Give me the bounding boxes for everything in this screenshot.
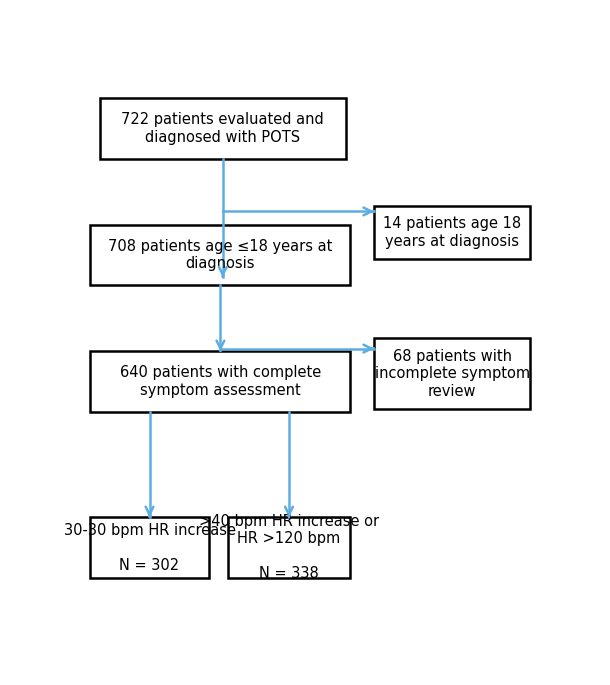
Text: 708 patients age ≤18 years at
diagnosis: 708 patients age ≤18 years at diagnosis <box>108 239 332 271</box>
FancyBboxPatch shape <box>100 98 346 159</box>
Text: 722 patients evaluated and
diagnosed with POTS: 722 patients evaluated and diagnosed wit… <box>121 112 324 145</box>
FancyBboxPatch shape <box>90 351 351 412</box>
Text: 30-30 bpm HR increase

N = 302: 30-30 bpm HR increase N = 302 <box>63 523 235 573</box>
Text: 68 patients with
incomplete symptom
review: 68 patients with incomplete symptom revi… <box>375 349 529 399</box>
FancyBboxPatch shape <box>90 517 209 578</box>
Text: 640 patients with complete
symptom assessment: 640 patients with complete symptom asses… <box>120 365 321 398</box>
FancyBboxPatch shape <box>374 206 530 259</box>
Text: >40 bpm HR increase or
HR >120 bpm

N = 338: >40 bpm HR increase or HR >120 bpm N = 3… <box>199 514 379 582</box>
Text: 14 patients age 18
years at diagnosis: 14 patients age 18 years at diagnosis <box>383 216 521 249</box>
FancyBboxPatch shape <box>374 338 530 409</box>
FancyBboxPatch shape <box>90 225 351 285</box>
FancyBboxPatch shape <box>228 517 351 578</box>
